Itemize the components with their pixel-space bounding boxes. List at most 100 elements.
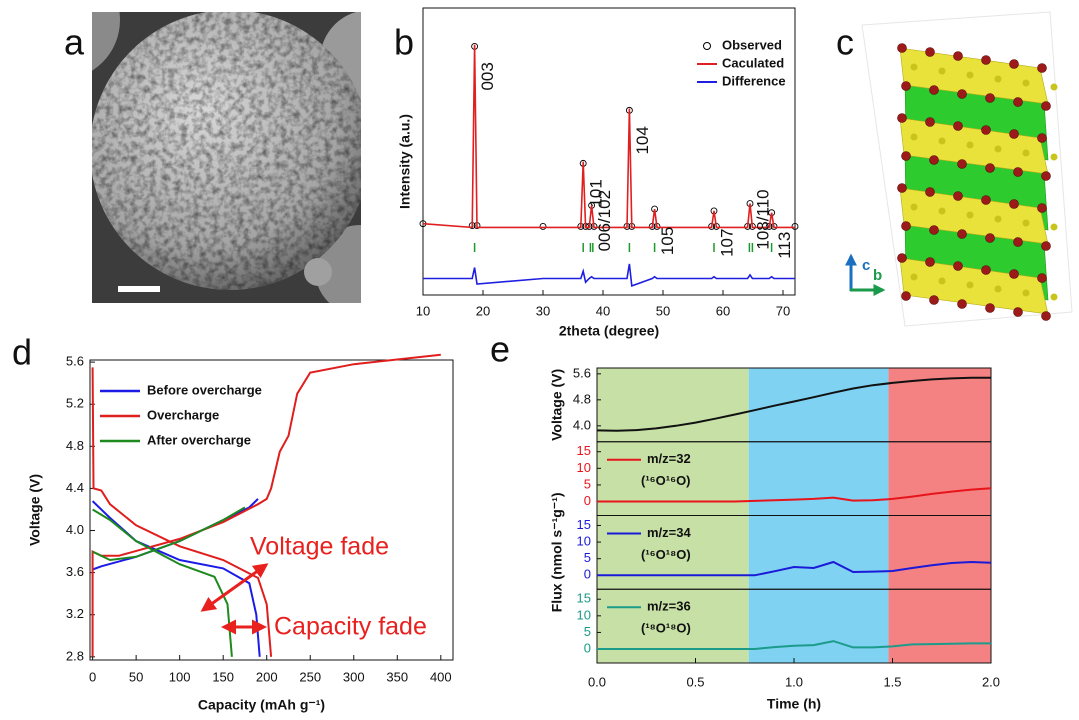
x-axis-label: Capacity (mAh g⁻¹) (198, 697, 325, 713)
y-tick-label: 4.8 (66, 438, 84, 453)
oxygen-atom (897, 113, 907, 123)
oxygen-atom (953, 121, 963, 131)
panel-label: b (394, 22, 414, 63)
y-tick-label: 5 (584, 550, 591, 565)
oxygen-atom (1041, 241, 1051, 251)
x-tick-label: 1.5 (883, 674, 901, 689)
y-tick-label: 4.4 (66, 480, 84, 495)
metal-atom (910, 133, 918, 141)
sem-particle (92, 12, 120, 71)
oxygen-atom (953, 191, 963, 201)
panel-label: d (12, 332, 32, 373)
legend-label: Caculated (722, 55, 784, 70)
metal-atom (1050, 83, 1058, 91)
annotation: Voltage fade (250, 533, 389, 561)
species-label: (¹⁶O¹⁸O) (641, 547, 691, 562)
oxygen-atom (925, 257, 935, 267)
y-axis-label: Intensity (a.u.) (397, 114, 413, 209)
oxygen-atom (897, 43, 907, 53)
metal-atom (1022, 149, 1030, 157)
legend-label: m/z=34 (647, 525, 691, 540)
y-tick-label: 0 (584, 567, 591, 582)
metal-atom (994, 75, 1002, 83)
oxygen-atom (901, 291, 911, 301)
metal-atom (910, 63, 918, 71)
oxygen-atom (901, 221, 911, 231)
species-label: (¹⁶O¹⁶O) (641, 473, 691, 488)
oxygen-atom (957, 89, 967, 99)
x-tick-label: 40 (596, 303, 610, 318)
y-tick-label: 0 (584, 640, 591, 655)
oxygen-atom (901, 81, 911, 91)
metal-atom (910, 273, 918, 281)
x-axis-label: 2theta (degree) (559, 323, 659, 339)
plot-frame (422, 7, 796, 296)
annotation: Capacity fade (274, 613, 427, 641)
metal-atom (1022, 219, 1030, 227)
metal-atom (994, 215, 1002, 223)
oxygen-atom (901, 151, 911, 161)
oxygen-atom (957, 299, 967, 309)
y-tick-label: 3.2 (66, 606, 84, 621)
oxygen-atom (925, 47, 935, 57)
x-tick-label: 250 (299, 669, 321, 684)
x-tick-label: 2.0 (982, 674, 1000, 689)
axis-name: b (873, 267, 882, 284)
metal-atom (1050, 293, 1058, 301)
oxygen-atom (985, 303, 995, 313)
oxygen-atom (953, 51, 963, 61)
oxygen-atom (1009, 199, 1019, 209)
legend-label: Observed (722, 37, 782, 52)
oxygen-atom (925, 187, 935, 197)
series-line (597, 560, 992, 577)
x-tick-label: 300 (343, 669, 365, 684)
oxygen-atom (1037, 133, 1047, 143)
sem-image (92, 12, 361, 303)
legend-label: Overcharge (147, 407, 219, 422)
observed-point (791, 222, 799, 230)
metal-atom (994, 145, 1002, 153)
oxygen-atom (897, 253, 907, 263)
sem-texture (92, 12, 361, 290)
y-axis-label: Voltage (V) (549, 369, 565, 441)
oxygen-atom (1013, 237, 1023, 247)
axis-name: c (862, 257, 870, 274)
metal-atom (966, 141, 974, 149)
legend-label: m/z=32 (647, 451, 691, 466)
oxygen-atom (929, 225, 939, 235)
y-tick-label: 5.2 (66, 396, 84, 411)
oxygen-atom (957, 229, 967, 239)
legend-label: Before overcharge (147, 382, 262, 397)
voltage-curve (91, 353, 441, 657)
y-tick-label: 4.8 (573, 391, 591, 406)
y-tick-label: 10 (577, 607, 591, 622)
metal-atom (938, 137, 946, 145)
oxygen-atom (925, 117, 935, 127)
oxygen-atom (1009, 129, 1019, 139)
metal-atom (966, 281, 974, 289)
metal-atom (1050, 223, 1058, 231)
oxygen-atom (1037, 63, 1047, 73)
sem-particle (304, 258, 332, 286)
x-tick-label: 70 (776, 303, 790, 318)
oxygen-atom (981, 125, 991, 135)
y-tick-label: 15 (577, 443, 591, 458)
y-tick-label: 10 (577, 534, 591, 549)
y-tick-label: 5 (584, 624, 591, 639)
plot-frame (89, 359, 454, 661)
oxygen-atom (985, 93, 995, 103)
x-tick-label: 400 (430, 669, 452, 684)
metal-atom (938, 207, 946, 215)
crystal-structure (897, 43, 1058, 321)
x-tick-label: 200 (256, 669, 278, 684)
species-label: (¹⁸O¹⁸O) (641, 621, 691, 636)
oxygen-atom (985, 163, 995, 173)
oxygen-atom (981, 265, 991, 275)
metal-atom (938, 67, 946, 75)
series-line (596, 376, 991, 432)
oxygen-atom (1037, 273, 1047, 283)
x-tick-label: 0.5 (686, 674, 704, 689)
x-tick-label: 30 (536, 303, 550, 318)
oxygen-atom (1037, 203, 1047, 213)
